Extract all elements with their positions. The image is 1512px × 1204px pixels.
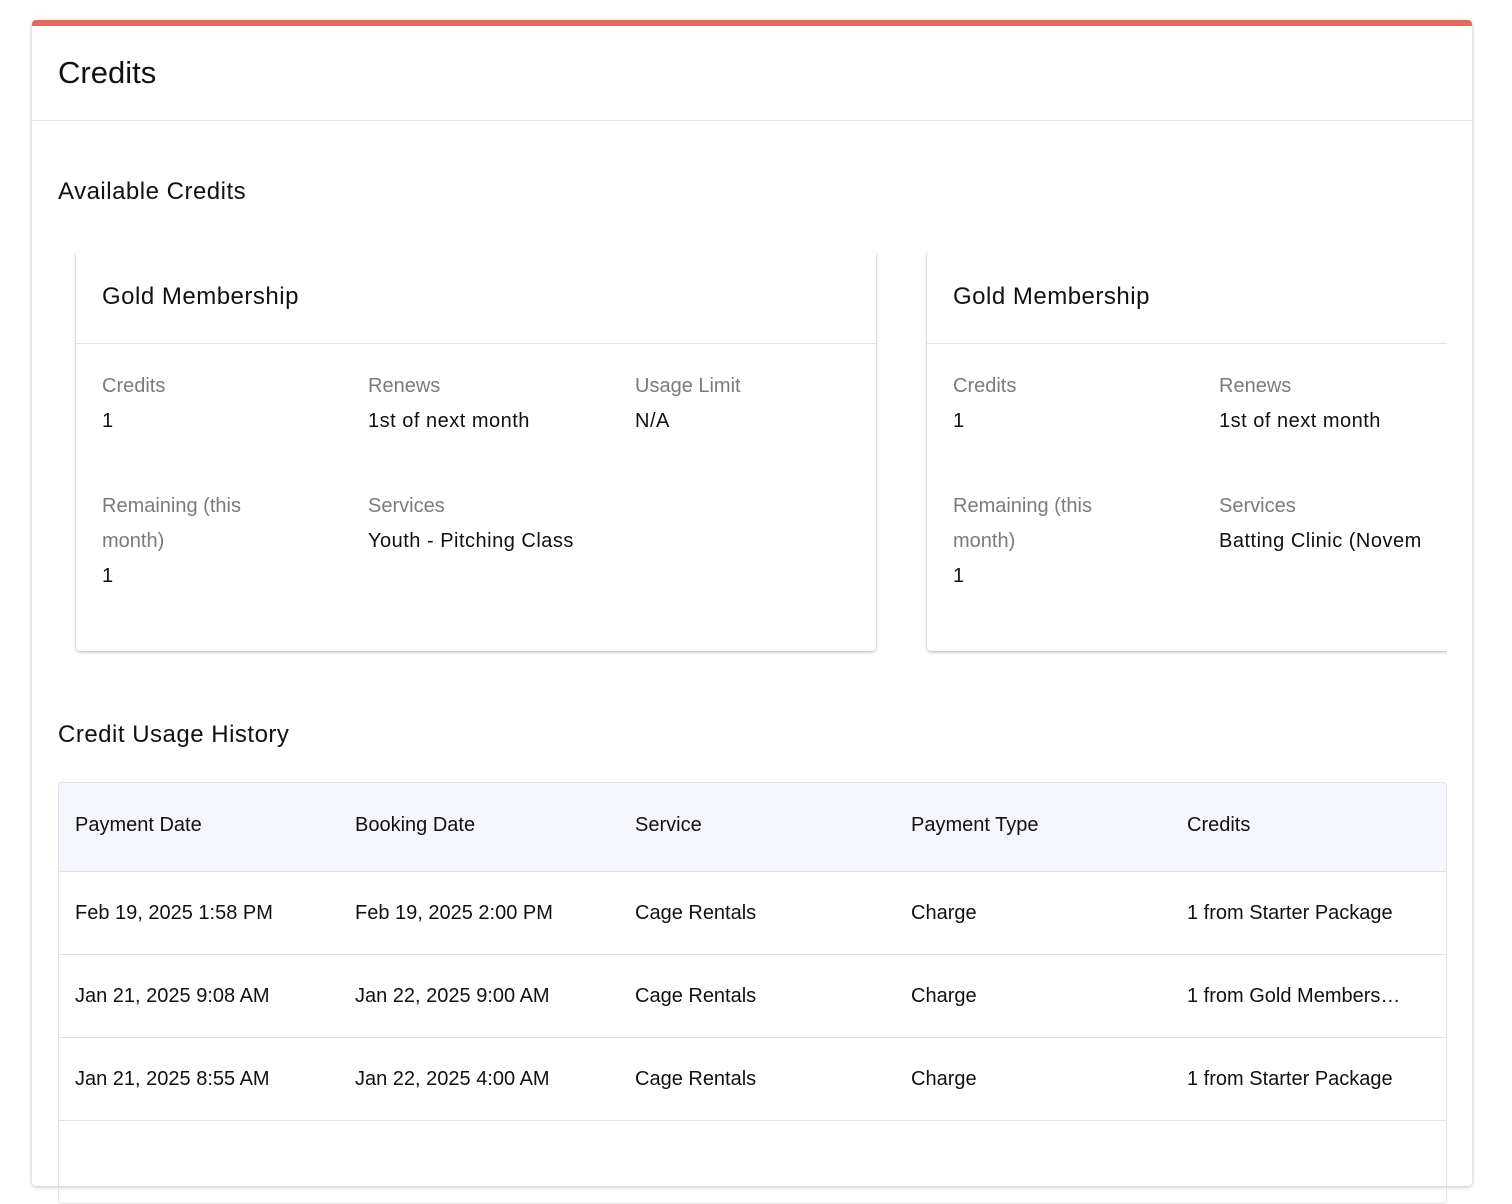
card-field: Renews 1st of next month xyxy=(368,369,568,439)
column-header: Payment Date xyxy=(75,814,202,836)
column-header: Booking Date xyxy=(355,814,476,836)
field-label: Remaining (this month) xyxy=(102,495,241,552)
table-cell: Charge xyxy=(911,1068,977,1090)
field-label: Renews xyxy=(368,375,441,397)
table-row: Jan 21, 2025 8:55 AM Jan 22, 2025 4:00 AM… xyxy=(59,1038,1446,1121)
table-cell: 1 from Gold Members… xyxy=(1187,985,1401,1007)
field-value: 1st of next month xyxy=(368,410,530,432)
card-title: Gold Membership xyxy=(76,251,876,344)
column-header: Service xyxy=(635,814,702,836)
credit-card: Gold Membership Credits 1 Renews 1st of next… xyxy=(76,251,876,651)
page: Credits Available Credits Gold Membershi… xyxy=(32,20,1472,1204)
field-value: 1 xyxy=(102,565,114,587)
card-field: Credits 1 xyxy=(953,369,1153,439)
field-value: 1st of next month xyxy=(1219,410,1381,432)
panel-title: Credits xyxy=(32,26,1472,121)
field-label: Services xyxy=(368,495,445,517)
field-value: Batting Clinic (Novem xyxy=(1219,530,1422,552)
column-header: Payment Type xyxy=(911,814,1039,836)
credit-card: Gold Membership Credits 1 Renews 1st of next… xyxy=(927,251,1447,651)
card-title: Gold Membership xyxy=(927,251,1447,344)
section-title: Available Credits xyxy=(58,178,247,205)
table-cell: Charge xyxy=(911,985,977,1007)
field-value: N/A xyxy=(635,410,670,432)
table-row xyxy=(59,1121,1446,1203)
card-field: Remaining (this month) 1 xyxy=(102,489,302,594)
card-field: Renews 1st of next month xyxy=(1219,369,1419,439)
table-header: Payment Date Booking Date Service Payment T… xyxy=(59,783,1446,872)
card-field: Usage Limit N/A xyxy=(635,369,835,439)
table-cell: Cage Rentals xyxy=(635,985,757,1007)
table-cell: 1 from Starter Package xyxy=(1187,1068,1393,1090)
table-cell: Jan 22, 2025 4:00 AM xyxy=(355,1068,550,1090)
column-header: Credits xyxy=(1187,814,1251,836)
table-cell: Feb 19, 2025 2:00 PM xyxy=(355,902,553,924)
field-label: Usage Limit xyxy=(635,375,741,397)
card-field: Remaining (this month) 1 xyxy=(953,489,1153,594)
field-label: Credits xyxy=(102,375,166,397)
cards-strip: Gold Membership Credits 1 Renews 1st of next… xyxy=(59,251,1447,671)
credits-panel: Credits Available Credits Gold Membershi… xyxy=(32,20,1472,1204)
field-label: Remaining (this month) xyxy=(953,495,1092,552)
table-cell: Jan 22, 2025 9:00 AM xyxy=(355,985,550,1007)
field-value: Youth - Pitching Class xyxy=(368,530,574,552)
history-table: Payment Date Booking Date Service Payment T… xyxy=(58,782,1447,1204)
section-title: Credit Usage History xyxy=(58,721,290,748)
card-field: Credits 1 xyxy=(102,369,302,439)
field-value: 1 xyxy=(953,565,965,587)
table-cell: Cage Rentals xyxy=(635,1068,757,1090)
table-cell: Cage Rentals xyxy=(635,902,757,924)
card-field: Services Batting Clinic (Novem xyxy=(1219,489,1422,559)
table-cell: Feb 19, 2025 1:58 PM xyxy=(75,902,273,924)
table-row: Feb 19, 2025 1:58 PM Feb 19, 2025 2:00 PM… xyxy=(59,872,1446,955)
card-field: Services Youth - Pitching Class xyxy=(368,489,574,559)
field-value: 1 xyxy=(102,410,114,432)
field-label: Credits xyxy=(953,375,1017,397)
field-label: Renews xyxy=(1219,375,1292,397)
table-cell: 1 from Starter Package xyxy=(1187,902,1393,924)
table-cell: Charge xyxy=(911,902,977,924)
table-cell: Jan 21, 2025 9:08 AM xyxy=(75,985,270,1007)
field-value: 1 xyxy=(953,410,965,432)
table-row: Jan 21, 2025 9:08 AM Jan 22, 2025 9:00 AM… xyxy=(59,955,1446,1038)
field-label: Services xyxy=(1219,495,1296,517)
table-cell: Jan 21, 2025 8:55 AM xyxy=(75,1068,270,1090)
